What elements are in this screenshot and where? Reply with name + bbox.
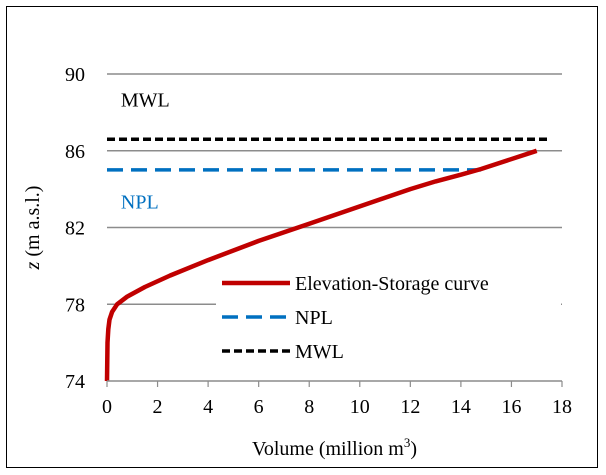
y-tick-label: 74	[65, 371, 85, 393]
legend-label: Elevation-Storage curve	[295, 273, 489, 295]
y-tick-label: 82	[65, 218, 85, 240]
x-tick-label: 16	[501, 396, 521, 418]
y-tick-labels: 74 78 82 86 90	[65, 64, 85, 393]
annotation-mwl: MWL	[121, 90, 170, 112]
y-axis-title: z (m a.s.l.)	[22, 186, 44, 271]
chart-frame	[6, 6, 598, 468]
x-tick-label: 0	[102, 396, 112, 418]
series-line-elevation-storage-curve	[104, 148, 538, 382]
x-tick-label: 8	[304, 396, 314, 418]
x-tick-label: 4	[203, 396, 213, 418]
x-tick-labels: 0 2 4 6 8 10 12 14 16 18	[102, 381, 572, 418]
y-axis-title-italic: z	[22, 261, 44, 270]
annotations: MWL NPL	[121, 90, 170, 214]
x-tick-label: 14	[451, 396, 471, 418]
y-axis-title-rest: (m a.s.l.)	[22, 186, 44, 262]
y-tick-label: 90	[65, 64, 85, 86]
y-tick-label: 86	[65, 141, 85, 163]
series-layer	[104, 137, 550, 382]
x-axis-title: Volume (million m3)	[252, 435, 417, 460]
x-tick-label: 6	[254, 396, 264, 418]
legend-label: MWL	[295, 341, 344, 363]
legend: Elevation-Storage curve NPL MWL	[216, 265, 561, 373]
y-tick-label: 78	[65, 294, 85, 316]
legend-label: NPL	[295, 307, 333, 329]
x-tick-label: 2	[153, 396, 163, 418]
x-axis-title-superscript: 3	[404, 435, 411, 450]
x-tick-label: 12	[400, 396, 420, 418]
x-tick-label: 18	[552, 396, 572, 418]
x-tick-label: 10	[350, 396, 370, 418]
x-axis-title-prefix: Volume (million m	[252, 438, 404, 460]
x-axis-title-suffix: )	[410, 438, 417, 460]
annotation-npl: NPL	[121, 191, 159, 213]
